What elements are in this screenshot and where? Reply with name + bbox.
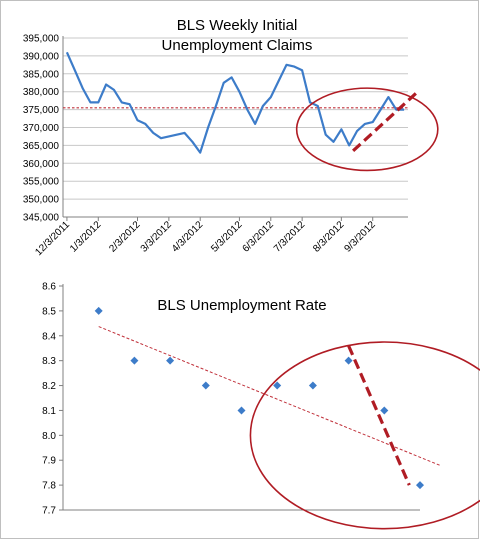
claims-series (65, 51, 405, 154)
rate-y-tick-labels: 7.7 7.8 7.9 8.0 8.1 8.2 8.3 8.4 8.5 8.6 (42, 282, 56, 517)
rate-point (130, 356, 139, 365)
claims-y-tick-label: 375,000 (23, 105, 60, 116)
claims-y-tick-label: 390,000 (23, 51, 60, 62)
rate-title: BLS Unemployment Rate (157, 297, 326, 314)
rate-points (94, 306, 424, 490)
rate-y-tick-label: 8.6 (42, 282, 56, 293)
rate-point (308, 381, 317, 390)
claims-y-tick-label: 370,000 (23, 123, 60, 134)
claims-annotation-ellipse (295, 87, 439, 172)
claims-y-tick-label: 355,000 (23, 177, 60, 188)
claims-y-tick-label: 385,000 (23, 69, 60, 80)
claims-line-chart: 345,000 350,000 355,000 360,000 365,000 370,0… (23, 17, 439, 258)
rate-point (273, 381, 282, 390)
rate-annotations (249, 341, 480, 530)
claims-y-tick-label: 350,000 (23, 195, 60, 206)
claims-gridlines (63, 37, 408, 200)
claims-annotations (295, 87, 439, 172)
claims-y-tick-label: 345,000 (23, 213, 60, 224)
rate-point (237, 406, 246, 415)
rate-y-tick-label: 8.0 (42, 431, 56, 442)
rate-annotation-ellipse (249, 341, 480, 530)
rate-linear-trendline (98, 326, 442, 467)
rate-point (94, 306, 103, 315)
rate-y-tick-label: 8.1 (42, 406, 56, 417)
claims-y-tick-label: 360,000 (23, 159, 60, 170)
rate-point (201, 381, 210, 390)
rate-annotation-dashed-line (347, 345, 411, 486)
claims-y-tick-labels: 345,000 350,000 355,000 360,000 365,000 370,0… (23, 34, 60, 224)
rate-point (380, 406, 389, 415)
claims-axes (62, 36, 408, 221)
claims-y-tick-label: 380,000 (23, 87, 60, 98)
rate-trendline (98, 326, 442, 467)
rate-point (344, 356, 353, 365)
rate-y-tick-label: 7.7 (42, 506, 56, 517)
rate-point (416, 481, 424, 490)
rate-y-tick-label: 7.9 (42, 456, 56, 467)
rate-y-tick-label: 7.8 (42, 481, 56, 492)
rate-y-tick-label: 8.2 (42, 381, 56, 392)
rate-y-tick-label: 8.4 (42, 331, 56, 342)
claims-y-tick-label: 365,000 (23, 141, 60, 152)
rate-point (166, 356, 175, 365)
claims-title-line-2: Unemployment Claims (162, 37, 313, 54)
rate-y-tick-label: 8.5 (42, 306, 56, 317)
rate-axes (59, 284, 420, 511)
claims-y-tick-label: 395,000 (23, 34, 60, 45)
rate-y-tick-label: 8.3 (42, 356, 56, 367)
claims-title-line-1: BLS Weekly Initial (177, 17, 298, 34)
claims-series-line (65, 51, 405, 154)
